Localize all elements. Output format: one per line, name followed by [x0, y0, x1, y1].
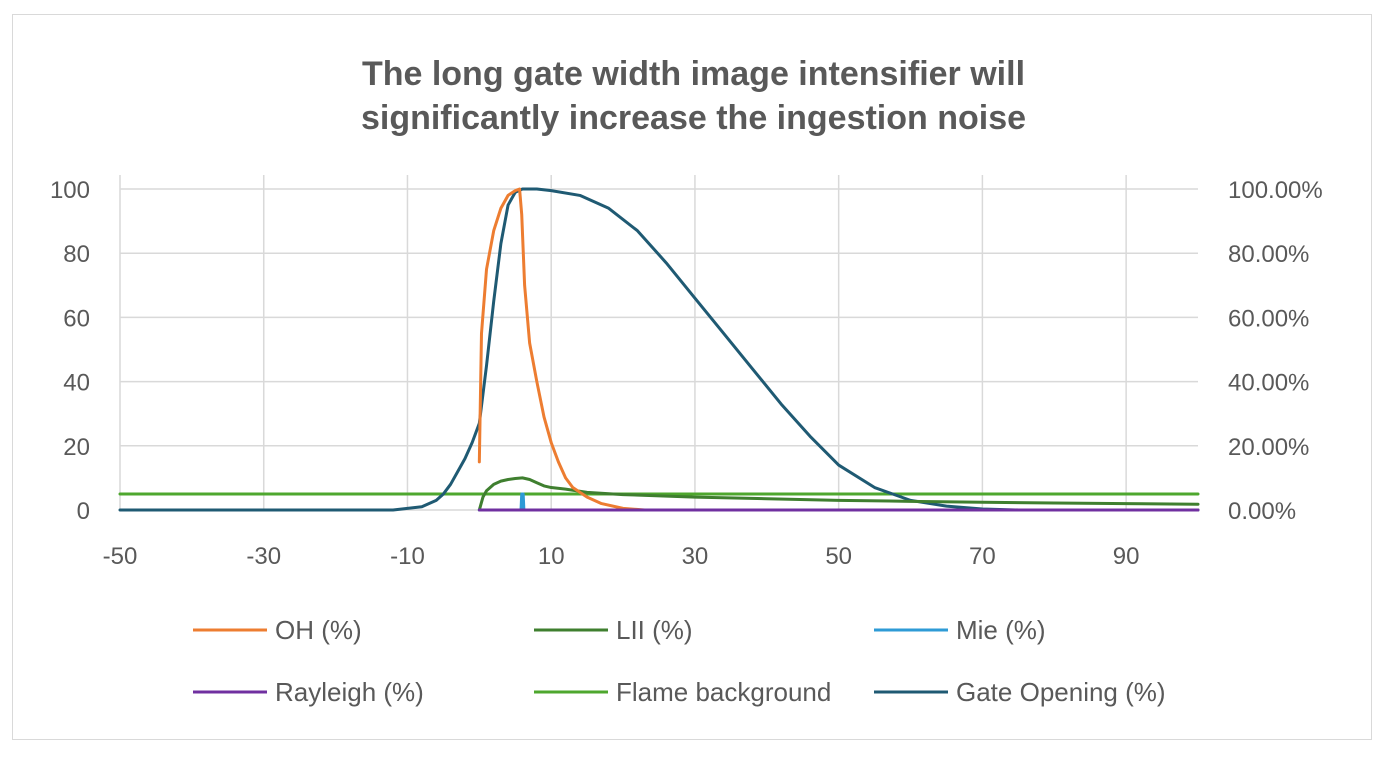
legend-item-oh: OH (%) — [193, 615, 362, 645]
y-left-tick-label: 0 — [77, 498, 90, 525]
chart-title-line-2: significantly increase the ingestion noi… — [360, 99, 1027, 137]
legend-item-rayleigh: Rayleigh (%) — [193, 677, 424, 707]
legend-label: Gate Opening (%) — [956, 677, 1166, 707]
x-tick-label: 70 — [969, 543, 996, 570]
y-left-tick-label: 80 — [63, 241, 90, 268]
x-tick-label: 10 — [538, 543, 565, 570]
legend-item-lii: LII (%) — [534, 615, 693, 645]
y-right-tick-label: 80.00% — [1228, 241, 1309, 268]
x-tick-label: 90 — [1113, 543, 1140, 570]
y-right-tick-label: 0.00% — [1228, 498, 1296, 525]
chart-frame — [12, 14, 1372, 740]
x-tick-label: -30 — [246, 543, 281, 570]
y-left-tick-label: 20 — [63, 434, 90, 461]
y-right-tick-label: 20.00% — [1228, 434, 1309, 461]
legend-label: Rayleigh (%) — [275, 677, 424, 707]
legend-label: LII (%) — [616, 615, 693, 645]
legend-item-gate-opening: Gate Opening (%) — [874, 677, 1166, 707]
legend-label: Flame background — [616, 677, 831, 707]
y-left-tick-label: 60 — [63, 305, 90, 332]
gridlines — [119, 175, 1198, 511]
chart-title: The long gate width image intensifier wi… — [0, 52, 1387, 140]
y-left-tick-label: 40 — [63, 370, 90, 397]
series-lines — [118, 187, 1200, 512]
y-right-tick-label: 40.00% — [1228, 370, 1309, 397]
y-right-tick-label: 100.00% — [1228, 177, 1323, 204]
x-tick-label: 30 — [682, 543, 709, 570]
x-tick-label: 50 — [825, 543, 852, 570]
legend-item-flame-background: Flame background — [534, 677, 831, 707]
y-left-tick-label: 100 — [50, 177, 90, 204]
legend-label: OH (%) — [275, 615, 362, 645]
chart-title-line-1: The long gate width image intensifier wi… — [361, 55, 1026, 93]
tick-labels: -50 -30 -10 10 30 50 70 90 0 20 40 60 80 100 0.00% 20.0… — [50, 177, 1323, 570]
legend: OH (%) LII (%) Mie (%) Rayleigh (%) Flame ba… — [193, 615, 1166, 707]
series-line-oh — [477, 187, 1200, 512]
legend-label: Mie (%) — [956, 615, 1046, 645]
x-tick-label: -50 — [103, 543, 138, 570]
legend-item-mie: Mie (%) — [874, 615, 1046, 645]
x-tick-label: -10 — [390, 543, 425, 570]
series-line-gate-opening — [118, 187, 1200, 512]
series-line-lii — [477, 476, 1200, 512]
y-right-tick-label: 60.00% — [1228, 305, 1309, 332]
